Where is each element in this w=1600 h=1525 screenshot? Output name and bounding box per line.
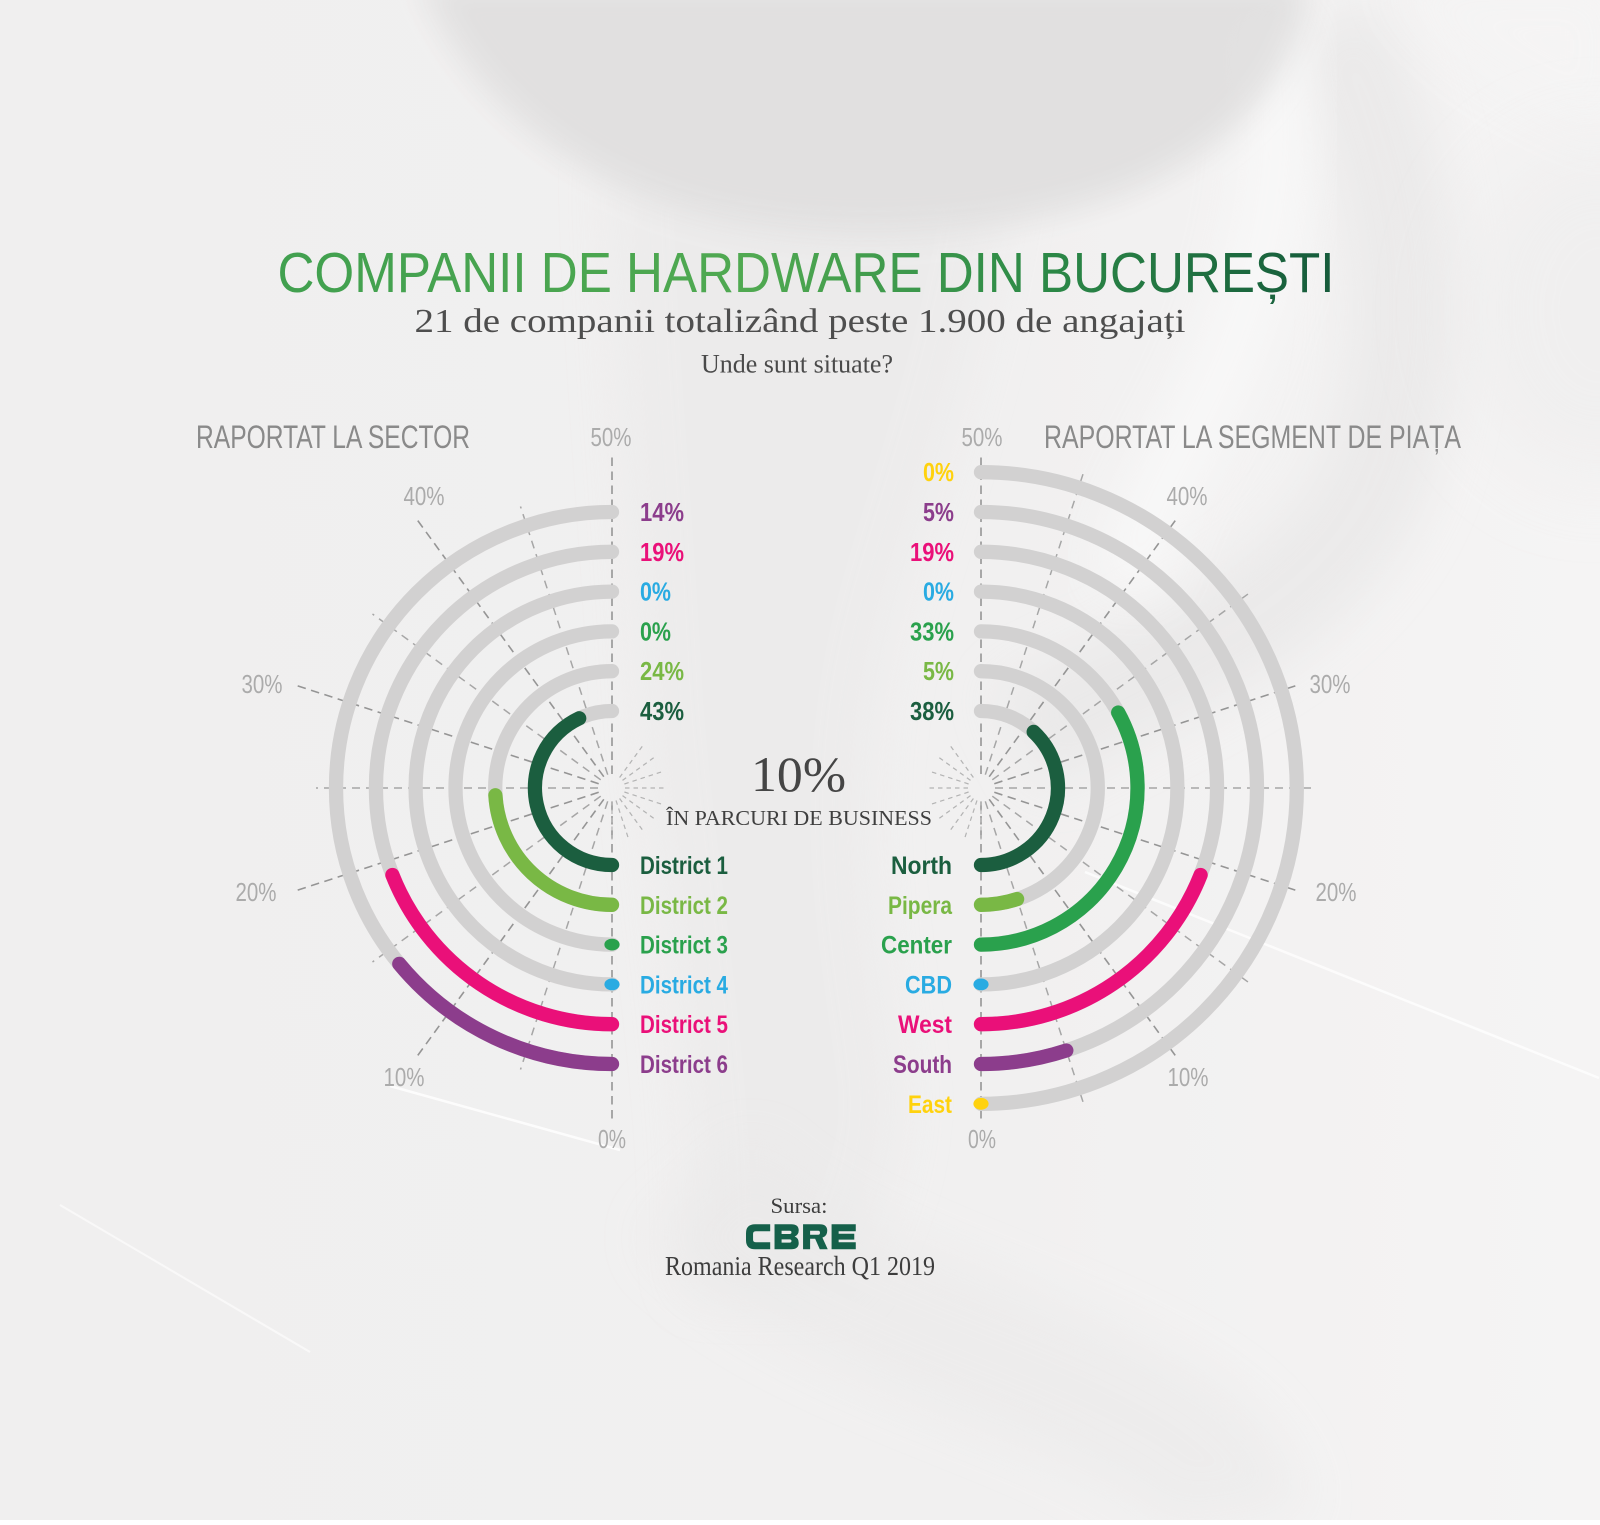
- svg-text:ÎN PARCURI DE BUSINESS: ÎN PARCURI DE BUSINESS: [666, 806, 932, 830]
- svg-text:District 4: District 4: [640, 971, 728, 999]
- svg-text:19%: 19%: [910, 537, 954, 567]
- svg-text:19%: 19%: [640, 537, 684, 567]
- svg-text:COMPANII DE HARDWARE DIN BUCUR: COMPANII DE HARDWARE DIN BUCUREȘTI: [278, 241, 1335, 305]
- svg-text:14%: 14%: [640, 497, 684, 527]
- svg-text:30%: 30%: [1310, 669, 1351, 699]
- svg-text:West: West: [898, 1011, 953, 1039]
- svg-text:East: East: [908, 1091, 953, 1119]
- svg-text:CBD: CBD: [905, 971, 952, 999]
- svg-text:20%: 20%: [1316, 877, 1357, 907]
- svg-text:5%: 5%: [923, 497, 954, 527]
- svg-text:District 1: District 1: [640, 852, 728, 880]
- svg-text:40%: 40%: [1167, 481, 1208, 511]
- svg-text:District 5: District 5: [640, 1011, 728, 1039]
- svg-text:0%: 0%: [968, 1124, 996, 1154]
- svg-text:RAPORTAT LA SEGMENT DE PIAȚA: RAPORTAT LA SEGMENT DE PIAȚA: [1044, 419, 1462, 455]
- svg-text:20%: 20%: [236, 877, 277, 907]
- svg-text:43%: 43%: [640, 696, 684, 726]
- svg-text:50%: 50%: [962, 422, 1003, 452]
- svg-text:Pipera: Pipera: [888, 892, 953, 920]
- svg-text:10%: 10%: [1168, 1062, 1209, 1092]
- svg-text:Romania Research Q1 2019: Romania Research Q1 2019: [665, 1250, 935, 1281]
- svg-text:Unde sunt situate?: Unde sunt situate?: [701, 350, 893, 379]
- svg-text:RAPORTAT LA SECTOR: RAPORTAT LA SECTOR: [196, 419, 470, 455]
- svg-text:30%: 30%: [242, 669, 283, 699]
- svg-text:24%: 24%: [640, 656, 684, 686]
- svg-text:0%: 0%: [598, 1124, 626, 1154]
- svg-text:10%: 10%: [751, 746, 846, 802]
- svg-text:5%: 5%: [923, 656, 954, 686]
- svg-text:0%: 0%: [923, 577, 954, 607]
- svg-text:District 3: District 3: [640, 932, 728, 960]
- svg-text:50%: 50%: [591, 422, 632, 452]
- svg-text:38%: 38%: [910, 696, 954, 726]
- svg-text:District 6: District 6: [640, 1051, 728, 1079]
- svg-text:Sursa:: Sursa:: [771, 1193, 828, 1218]
- svg-text:North: North: [891, 852, 952, 880]
- svg-text:40%: 40%: [404, 481, 445, 511]
- svg-text:0%: 0%: [640, 577, 671, 607]
- svg-text:33%: 33%: [910, 616, 954, 646]
- svg-text:10%: 10%: [384, 1062, 425, 1092]
- svg-text:0%: 0%: [923, 457, 954, 487]
- svg-text:21 de companii totalizând pest: 21 de companii totalizând peste 1.900 de…: [415, 303, 1186, 340]
- svg-text:District 2: District 2: [640, 892, 728, 920]
- svg-text:Center: Center: [881, 932, 952, 960]
- svg-text:South: South: [893, 1051, 952, 1079]
- svg-text:0%: 0%: [640, 616, 671, 646]
